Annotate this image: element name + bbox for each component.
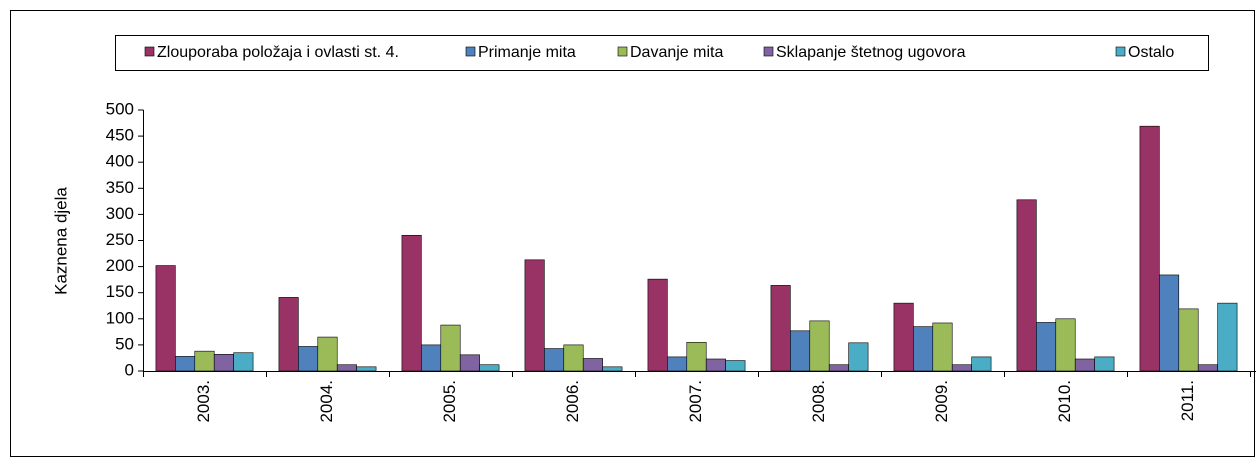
bar: [440, 324, 461, 372]
bar: [893, 302, 914, 372]
bar: [1016, 199, 1037, 372]
bar: [459, 354, 480, 372]
bar: [951, 364, 972, 372]
y-tick-label: 250: [106, 230, 134, 249]
bar: [667, 356, 688, 372]
bar: [1197, 364, 1218, 372]
bar: [194, 350, 215, 372]
x-tick-label: 2010.: [1055, 380, 1074, 423]
bar: [1074, 358, 1095, 372]
legend-swatch: [144, 46, 155, 57]
y-tick-label: 350: [106, 178, 134, 197]
y-tick-label: 100: [106, 308, 134, 327]
bar: [524, 259, 545, 372]
legend-swatch: [465, 46, 476, 57]
x-tick-label: 2007.: [686, 380, 705, 423]
x-tick-label: 2009.: [932, 380, 951, 423]
legend-label: Ostalo: [1128, 44, 1174, 61]
y-tick-label: 500: [106, 99, 134, 118]
x-tick-label: 2005.: [440, 380, 459, 423]
bar: [317, 336, 338, 372]
bar: [1094, 356, 1115, 372]
bar: [356, 366, 377, 372]
bar: [932, 322, 953, 372]
x-tick-label: 2008.: [809, 380, 828, 423]
bar: [1178, 308, 1199, 372]
bar: [421, 344, 442, 372]
y-tick-label: 300: [106, 204, 134, 223]
bar: [213, 353, 234, 372]
bar: [479, 364, 500, 372]
y-tick-label: 50: [115, 334, 134, 353]
y-tick-label: 450: [106, 126, 134, 145]
y-tick-label: 150: [106, 282, 134, 301]
bar: [705, 358, 726, 372]
legend-label: Primanje mita: [478, 44, 576, 61]
bar: [809, 320, 830, 372]
bar: [828, 364, 849, 372]
bar: [913, 326, 934, 372]
legend-swatch: [1115, 46, 1126, 57]
x-tick-label: 2004.: [317, 380, 336, 423]
bar: [848, 342, 869, 372]
bar: [582, 358, 603, 372]
y-tick-label: 0: [125, 360, 134, 379]
y-tick-label: 400: [106, 152, 134, 171]
y-tick-label: 200: [106, 256, 134, 275]
legend-label: Sklapanje štetnog ugovora: [776, 44, 966, 61]
bar: [790, 330, 811, 372]
x-tick-label: 2006.: [563, 380, 582, 423]
bar: [544, 348, 565, 372]
bar: [647, 278, 668, 372]
x-tick-label: 2003.: [194, 380, 213, 423]
bar: [725, 360, 746, 372]
bar: [401, 234, 422, 372]
bar: [233, 352, 254, 372]
bar: [686, 341, 707, 372]
bar: [971, 356, 992, 372]
bar: [278, 297, 299, 372]
legend-swatch: [763, 46, 774, 57]
bar: [1217, 302, 1238, 372]
bar: [336, 364, 357, 372]
bar: [563, 344, 584, 372]
bar: [155, 265, 176, 372]
bar: [175, 356, 196, 372]
bar: [602, 366, 623, 372]
bar: [1159, 274, 1180, 372]
bar: [1055, 318, 1076, 372]
legend-swatch: [617, 46, 628, 57]
x-tick-label: 2011.: [1178, 380, 1197, 421]
legend-label: Davanje mita: [630, 44, 723, 61]
legend-label: Zlouporaba položaja i ovlasti st. 4.: [157, 44, 399, 61]
bar: [1036, 322, 1057, 372]
bar: [1139, 125, 1160, 372]
bar: [298, 346, 319, 372]
legend: Zlouporaba položaja i ovlasti st. 4. Prim…: [144, 44, 1174, 61]
chart-border: [10, 10, 1255, 457]
y-axis-label: Kaznena djela: [51, 187, 70, 295]
bar: [770, 285, 791, 372]
legend-box: [115, 35, 1209, 71]
